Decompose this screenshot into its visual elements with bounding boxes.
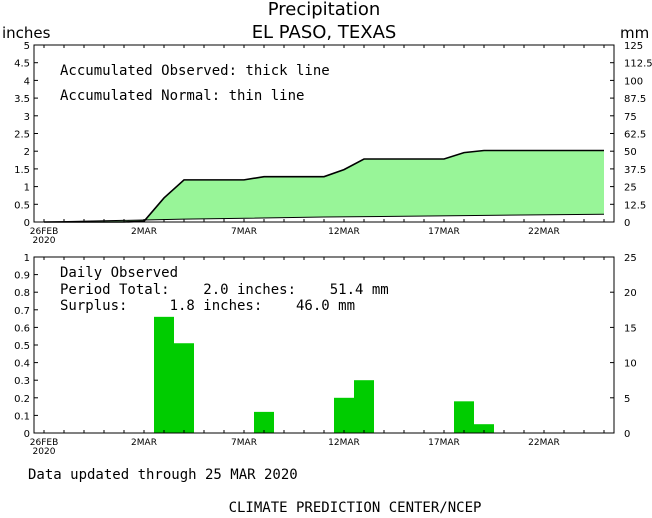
daily-bar <box>354 380 374 433</box>
annotation-observed: Accumulated Observed: thick line <box>60 63 330 79</box>
accumulated-observed-line <box>44 149 604 223</box>
y-tick-label: 3 <box>24 112 30 123</box>
y-tick-label: 0.8 <box>14 288 30 299</box>
y-tick-label: 5 <box>24 41 30 52</box>
y2-tick-label: 37.5 <box>624 165 646 176</box>
y-tick-label: 4 <box>24 76 30 87</box>
x-tick-label: 22MAR <box>528 227 560 237</box>
y-tick-label: 3.5 <box>14 94 30 105</box>
x-tick-label: 26FEB <box>30 438 59 448</box>
y2-tick-label: 5 <box>624 394 630 405</box>
daily-panel: Daily Observed Period Total: 2.0 inches:… <box>14 253 637 457</box>
chart-subtitle: EL PASO, TEXAS <box>252 22 397 43</box>
x-tick-label: 2MAR <box>131 438 157 448</box>
y2-tick-label: 20 <box>624 288 637 299</box>
annotation-surplus: Surplus: 1.8 inches: 46.0 mm <box>60 298 355 314</box>
x-tick-label: 12MAR <box>328 438 360 448</box>
annotation-daily: Daily Observed <box>60 265 178 281</box>
daily-bar <box>154 316 174 433</box>
y-tick-label: 1 <box>24 183 30 194</box>
y2-tick-label: 100 <box>624 76 643 87</box>
y-tick-label: 0.6 <box>14 323 30 334</box>
left-unit-label: inches <box>2 24 51 42</box>
y-tick-label: 0.3 <box>14 376 30 387</box>
y-tick-label: 2 <box>24 147 30 158</box>
y2-tick-label: 50 <box>624 147 637 158</box>
y-tick-label: 1 <box>24 253 30 264</box>
surplus-fill-area <box>44 150 604 222</box>
daily-bar <box>474 424 494 433</box>
y2-tick-label: 0 <box>624 218 630 229</box>
y2-tick-label: 62.5 <box>624 130 646 141</box>
daily-bar <box>454 401 474 433</box>
x-tick-label: 7MAR <box>231 227 257 237</box>
x-tick-label: 2MAR <box>131 227 157 237</box>
x-tick-label: 26FEB <box>30 227 59 237</box>
y2-tick-label: 87.5 <box>624 94 646 105</box>
x-tick-year-label: 2020 <box>33 447 56 457</box>
y-tick-label: 0.5 <box>14 341 30 352</box>
y2-tick-label: 112.5 <box>624 59 652 70</box>
x-tick-label: 17MAR <box>428 227 460 237</box>
y2-tick-label: 10 <box>624 359 637 370</box>
y-tick-label: 0.4 <box>14 359 30 370</box>
daily-bar <box>334 397 354 433</box>
accumulated-panel: Accumulated Observed: thick line Accumul… <box>14 41 652 246</box>
y-tick-label: 0 <box>24 218 30 229</box>
annotation-period-total: Period Total: 2.0 inches: 51.4 mm <box>60 282 389 298</box>
x-tick-label: 22MAR <box>528 438 560 448</box>
x-tick-label: 17MAR <box>428 438 460 448</box>
x-tick-year-label: 2020 <box>33 236 56 246</box>
y2-tick-label: 125 <box>624 41 643 52</box>
y-tick-label: 0.5 <box>14 200 30 211</box>
y-tick-label: 4.5 <box>14 59 30 70</box>
updated-note: Data updated through 25 MAR 2020 <box>28 467 298 483</box>
y-tick-label: 0 <box>24 429 30 440</box>
daily-bar <box>254 411 274 433</box>
x-tick-label: 12MAR <box>328 227 360 237</box>
y-tick-label: 1.5 <box>14 165 30 176</box>
y2-tick-label: 0 <box>624 429 630 440</box>
chart-title: Precipitation <box>268 0 381 20</box>
y-tick-label: 0.7 <box>14 306 30 317</box>
annotation-normal: Accumulated Normal: thin line <box>60 88 304 104</box>
right-unit-label: mm <box>620 24 649 42</box>
y2-tick-label: 25 <box>624 253 637 264</box>
x-tick-label: 7MAR <box>231 438 257 448</box>
y2-tick-label: 15 <box>624 323 637 334</box>
y2-tick-label: 75 <box>624 112 637 123</box>
y2-tick-label: 25 <box>624 183 637 194</box>
y-tick-label: 2.5 <box>14 130 30 141</box>
accumulated-normal-line <box>43 213 605 223</box>
credit-note: CLIMATE PREDICTION CENTER/NCEP <box>229 500 482 516</box>
daily-bar <box>174 343 194 433</box>
y-tick-label: 0.1 <box>14 411 30 422</box>
y-tick-label: 0.9 <box>14 271 30 282</box>
y-tick-label: 0.2 <box>14 394 30 405</box>
y2-tick-label: 12.5 <box>624 200 646 211</box>
